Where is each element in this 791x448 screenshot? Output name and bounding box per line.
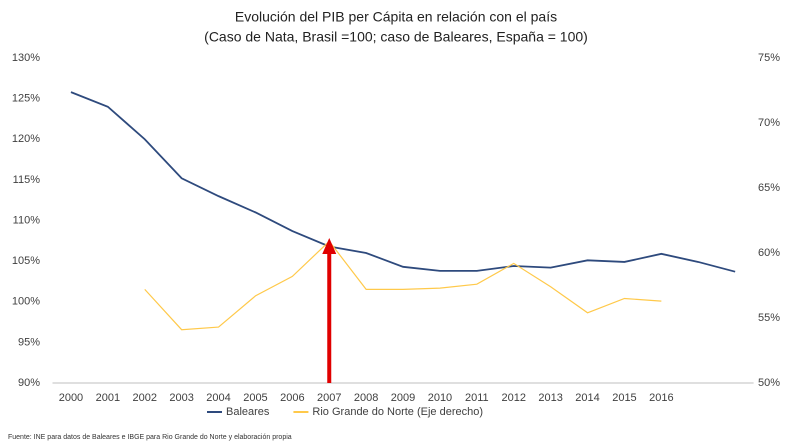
y2-tick-label: 55%	[758, 312, 780, 324]
y-tick-label: 100%	[12, 296, 40, 308]
y-tick-label: 105%	[12, 255, 40, 267]
series-line	[70, 91, 736, 273]
legend-label: Rio Grande do Norte (Eje derecho)	[312, 406, 483, 418]
y-tick-label: 130%	[12, 52, 40, 64]
x-tick-label: 2001	[96, 392, 120, 404]
x-tick-label: 2007	[317, 392, 341, 404]
x-tick-label: 2005	[243, 392, 267, 404]
x-tick-label: 2011	[465, 392, 489, 404]
y-tick-label: 110%	[13, 214, 41, 226]
source-note: Fuente: INE para datos de Baleares e IBG…	[8, 434, 292, 441]
chart-subtitle: (Caso de Nata, Brasil =100; caso de Bale…	[204, 29, 588, 45]
x-tick-label: 2012	[502, 392, 526, 404]
y-tick-label: 115%	[13, 174, 41, 186]
x-tick-label: 2000	[59, 392, 83, 404]
x-tick-label: 2006	[280, 392, 304, 404]
y2-tick-label: 70%	[758, 117, 780, 129]
y2-tick-label: 60%	[758, 247, 780, 259]
x-tick-label: 2009	[391, 392, 415, 404]
y-tick-label: 125%	[12, 93, 40, 105]
y-tick-label: 90%	[18, 377, 40, 389]
x-tick-label: 2010	[428, 392, 452, 404]
y-tick-label: 120%	[12, 133, 40, 145]
legend-label: Baleares	[226, 406, 270, 418]
y2-tick-label: 50%	[758, 377, 780, 389]
x-tick-label: 2016	[649, 392, 673, 404]
x-tick-label: 2013	[538, 392, 562, 404]
x-tick-label: 2002	[133, 392, 157, 404]
chart-title: Evolución del PIB per Cápita en relación…	[235, 9, 557, 25]
y-tick-label: 95%	[18, 336, 40, 348]
x-tick-label: 2014	[575, 392, 599, 404]
x-tick-label: 2015	[612, 392, 636, 404]
y2-tick-label: 65%	[758, 182, 780, 194]
x-tick-label: 2003	[169, 392, 193, 404]
annotation-arrow-head	[322, 238, 337, 254]
x-tick-label: 2008	[354, 392, 378, 404]
series-line	[144, 240, 662, 331]
x-tick-label: 2004	[206, 392, 230, 404]
y2-tick-label: 75%	[758, 52, 780, 64]
